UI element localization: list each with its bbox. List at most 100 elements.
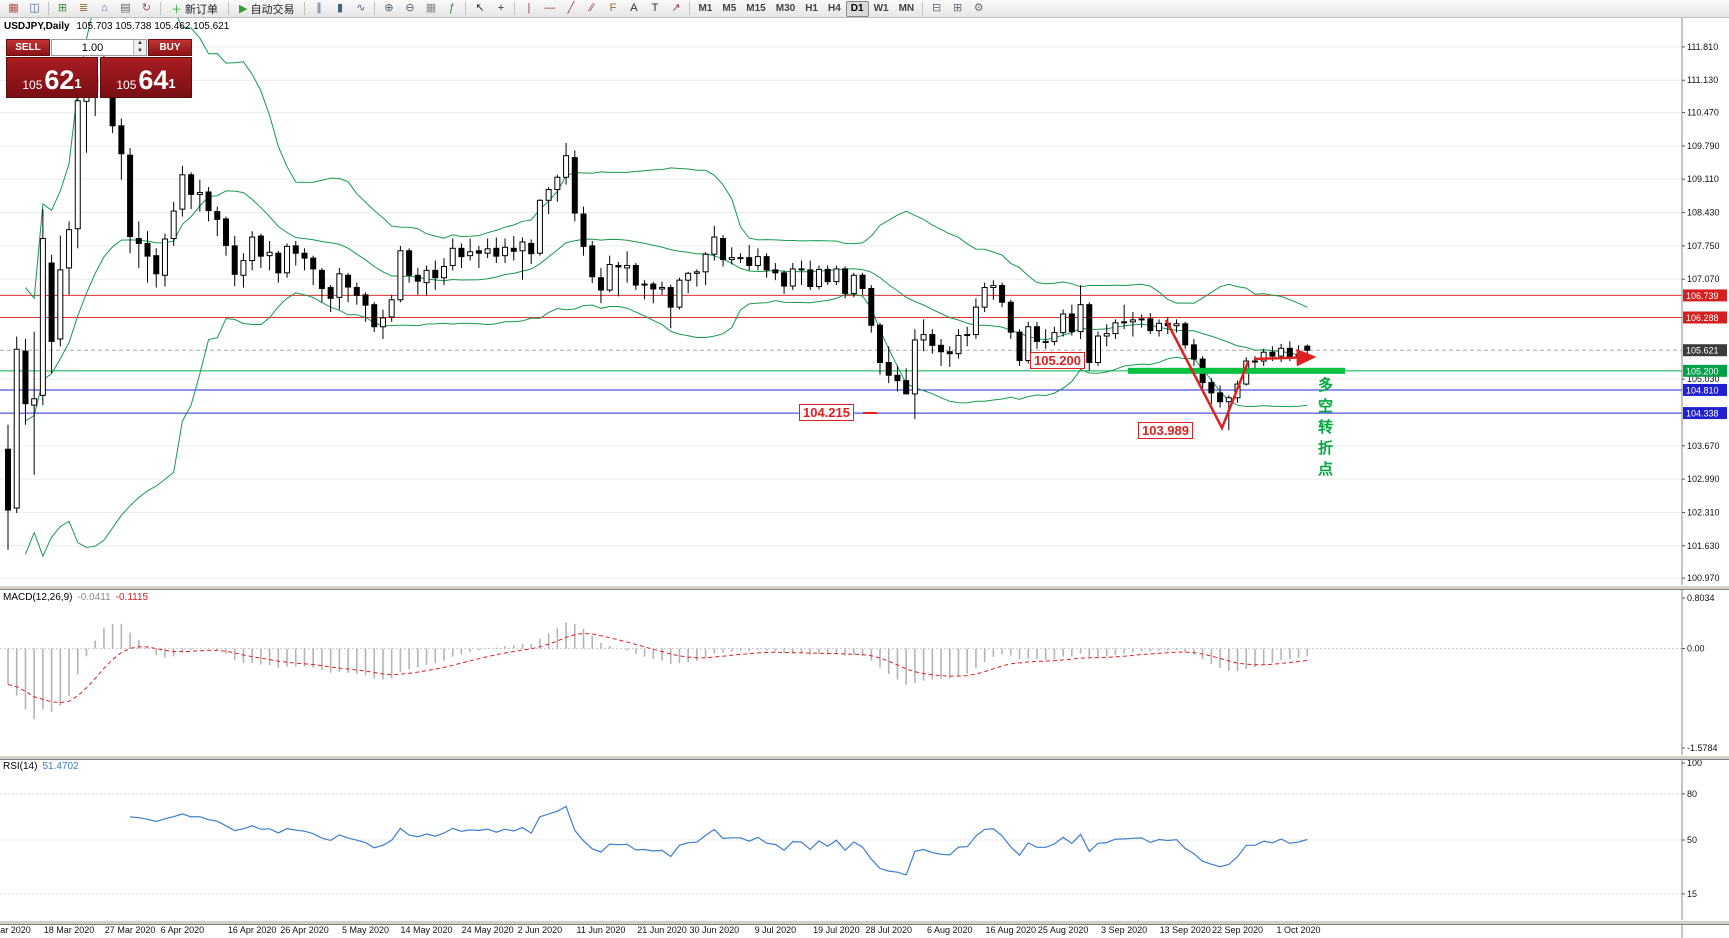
date-label: 25 Aug 2020 (1037, 925, 1089, 935)
panel-separator[interactable] (0, 920, 1729, 925)
navigator-icon[interactable]: ⌂ (101, 2, 108, 14)
date-label: 14 May 2020 (400, 925, 453, 935)
buy-price-button[interactable]: 105 64 1 (100, 57, 192, 98)
data-window-icon[interactable]: ≣ (78, 2, 89, 14)
toolbar-button-label: 自动交易 (250, 3, 295, 16)
buy-button[interactable]: BUY (148, 39, 192, 56)
date-label: 19 Jul 2020 (813, 925, 860, 935)
turning-point-note[interactable]: 多空转折点 (1318, 377, 1334, 478)
price-marker-label: 104.810 (1686, 385, 1719, 395)
candlestick-chart-icon[interactable]: ▮ (336, 2, 343, 14)
new-order-button[interactable]: ＋新订单 (164, 0, 225, 17)
channel-icon[interactable]: ∕∕ (590, 2, 594, 14)
price-marker-label: 105.621 (1686, 346, 1719, 356)
cascade-windows-icon[interactable]: ⊞ (953, 2, 963, 14)
zoom-in-icon[interactable]: ⊕ (384, 2, 394, 14)
volume-input[interactable] (52, 40, 133, 55)
rsi-axis-labels: 100 80 50 15 (1682, 758, 1702, 899)
main-toolbar: ▦ ◫ ⊞ ≣ ⌂ ▤ ↻ ＋新订单 ▶ 自动交易 ∥ ▮ ∿ ⊕ ⊖ ▦ ƒ ↖ + | — ╱ ∕∕ F A T ↗ M1 M5 M1… (0, 0, 1729, 18)
timeframe-m30[interactable]: M30 (775, 2, 796, 14)
new-chart-icon[interactable]: ▦ (8, 2, 19, 14)
timeframe-m15[interactable]: M15 (746, 2, 766, 14)
text-label-icon[interactable]: T (651, 2, 659, 14)
price-tick-label: 109.110 (1687, 174, 1719, 184)
price-tick-label: 109.790 (1687, 141, 1720, 151)
horizontal-line-icon[interactable]: — (544, 2, 556, 14)
price-axis[interactable] (1682, 17, 1729, 938)
sell-price-pip: 1 (74, 76, 82, 91)
symbol-ohlc: 105.703 105.738 105.462 105.621 (76, 21, 230, 32)
panel-separator[interactable] (0, 755, 1729, 760)
timeframe-h4[interactable]: H4 (827, 2, 841, 14)
price-tick-label: 107.750 (1687, 241, 1720, 251)
bollinger-lower-line (24, 292, 1308, 558)
volume-up-button[interactable]: ▲ (134, 40, 146, 48)
price-marker-label: 106.739 (1686, 291, 1719, 301)
macd-value: -0.0411 (77, 592, 111, 603)
arrows-icon[interactable]: ↗ (671, 2, 681, 14)
rsi-label: RSI(14) 51.4702 (3, 761, 79, 772)
timeframe-m1[interactable]: M1 (698, 2, 713, 14)
cursor-icon[interactable]: ↖ (475, 2, 485, 14)
fibonacci-icon[interactable]: F (609, 2, 617, 14)
toolbar-button-label: 新订单 (185, 3, 218, 16)
rsi-tick-label: 80 (1687, 789, 1697, 799)
rsi-tick-label: 15 (1687, 889, 1697, 899)
crosshair-icon[interactable]: + (497, 2, 505, 14)
timeframe-m5[interactable]: M5 (722, 2, 737, 14)
date-label: 27 Mar 2020 (104, 925, 156, 935)
settings-icon[interactable]: ⚙ (973, 2, 984, 14)
date-label: 11 Jun 2020 (576, 925, 626, 935)
time-axis[interactable]: 9 Mar 2020 18 Mar 2020 27 Mar 2020 6 Apr 20… (0, 924, 1682, 938)
volume-down-button[interactable]: ▼ (134, 47, 146, 55)
vertical-line-icon[interactable]: | (527, 2, 531, 14)
price-tick-label: 110.470 (1687, 108, 1719, 118)
macd-histogram (0, 622, 1682, 720)
rsi-tick-label: 100 (1687, 758, 1702, 768)
bollinger-middle-line (25, 190, 1308, 422)
macd-tick-label: 0.00 (1687, 644, 1705, 654)
annotation-pointer (863, 412, 877, 414)
price-note-105200[interactable]: 105.200 (1030, 352, 1085, 369)
market-watch-icon[interactable]: ⊞ (57, 2, 68, 14)
timeframe-d1[interactable]: D1 (845, 0, 869, 17)
terminal-icon[interactable]: ▤ (120, 2, 131, 14)
sell-button[interactable]: SELL (6, 39, 50, 56)
symbol-name: USDJPY,Daily (4, 21, 70, 32)
date-label: 22 Sep 2020 (1211, 925, 1264, 935)
zoom-out-icon[interactable]: ⊖ (405, 2, 415, 14)
timeframe-h1[interactable]: H1 (805, 2, 818, 14)
indicators-icon[interactable]: ƒ (448, 2, 456, 14)
price-note-104215[interactable]: 104.215 (799, 404, 854, 421)
buy-price-prefix: 105 (116, 78, 137, 92)
toolbar-separator (160, 2, 161, 15)
timeframe-w1[interactable]: W1 (873, 2, 889, 14)
strategy-tester-icon[interactable]: ↻ (141, 2, 152, 14)
timeframe-mn[interactable]: MN (898, 2, 915, 14)
sell-price-button[interactable]: 105 62 1 (6, 57, 98, 98)
trendline-icon[interactable]: ╱ (567, 2, 575, 14)
chart-profiles-icon[interactable]: ◫ (29, 2, 40, 14)
macd-tick-label: -1.5784 (1687, 743, 1718, 753)
support-band[interactable] (1128, 367, 1345, 374)
panel-separator[interactable] (0, 585, 1729, 590)
text-icon[interactable]: A (630, 2, 638, 14)
rsi-tick-label: 50 (1687, 835, 1697, 845)
volume-field: ▲ ▼ (51, 39, 147, 56)
price-marker-label: 104.338 (1686, 409, 1719, 419)
price-tick-label: 107.070 (1687, 274, 1720, 284)
rsi-value: 51.4702 (42, 761, 79, 772)
bar-chart-icon[interactable]: ∥ (316, 2, 322, 14)
tile-windows-icon[interactable]: ⊟ (932, 2, 942, 14)
line-chart-icon[interactable]: ∿ (356, 2, 366, 14)
autotrading-button[interactable]: ▶ 自动交易 (232, 0, 301, 17)
trend-arrow[interactable] (1164, 319, 1317, 432)
play-icon: ▶ (239, 3, 248, 15)
date-label: 24 May 2020 (461, 925, 514, 935)
grid-icon[interactable]: ▦ (425, 2, 437, 14)
toolbar-separator (465, 2, 467, 15)
toolbar-separator (48, 2, 49, 15)
price-note-103989[interactable]: 103.989 (1138, 422, 1193, 439)
